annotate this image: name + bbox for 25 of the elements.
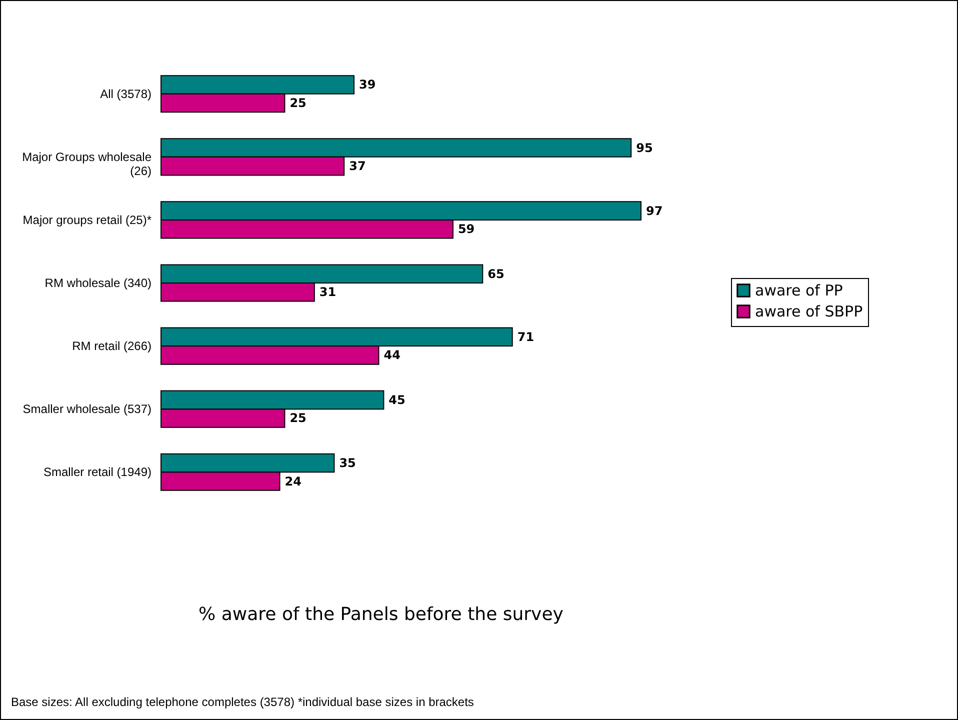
legend-label: aware of SBPP <box>755 302 863 320</box>
data-label: 39 <box>358 78 376 92</box>
text: % aware of the Panels before the survey <box>198 604 564 625</box>
y-tick-label: RM wholesale (340) <box>44 276 152 290</box>
data-label: 97 <box>646 204 663 218</box>
y-tick-label: All (3578) <box>100 86 152 101</box>
legend-label: aware of PP <box>755 282 843 300</box>
y-tick-label: RM retail (266) <box>72 339 152 354</box>
data-label: 45 <box>388 392 406 407</box>
data-label: 25 <box>290 411 306 426</box>
y-tick-label: Smaller retail (1949) <box>43 465 152 480</box>
data-label: 59 <box>458 222 475 236</box>
data-label: 31 <box>319 285 336 300</box>
text: Base sizes: All excluding telephone completes (3578) *individual base sizes in brackets <box>11 695 474 709</box>
data-label: 95 <box>636 140 653 155</box>
data-label: 25 <box>290 96 306 110</box>
data-label: 37 <box>349 159 366 174</box>
data-label: 35 <box>339 456 356 470</box>
data-label: 71 <box>517 330 534 344</box>
data-label: 65 <box>488 266 504 281</box>
y-tick-label: Smaller wholesale (537) <box>22 402 152 416</box>
data-label: 44 <box>384 348 400 362</box>
y-tick-label: Major groups retail (25)* <box>22 212 152 227</box>
y-tick-label: Major Groups wholesale (26) <box>22 150 152 178</box>
data-label: 24 <box>284 474 302 488</box>
